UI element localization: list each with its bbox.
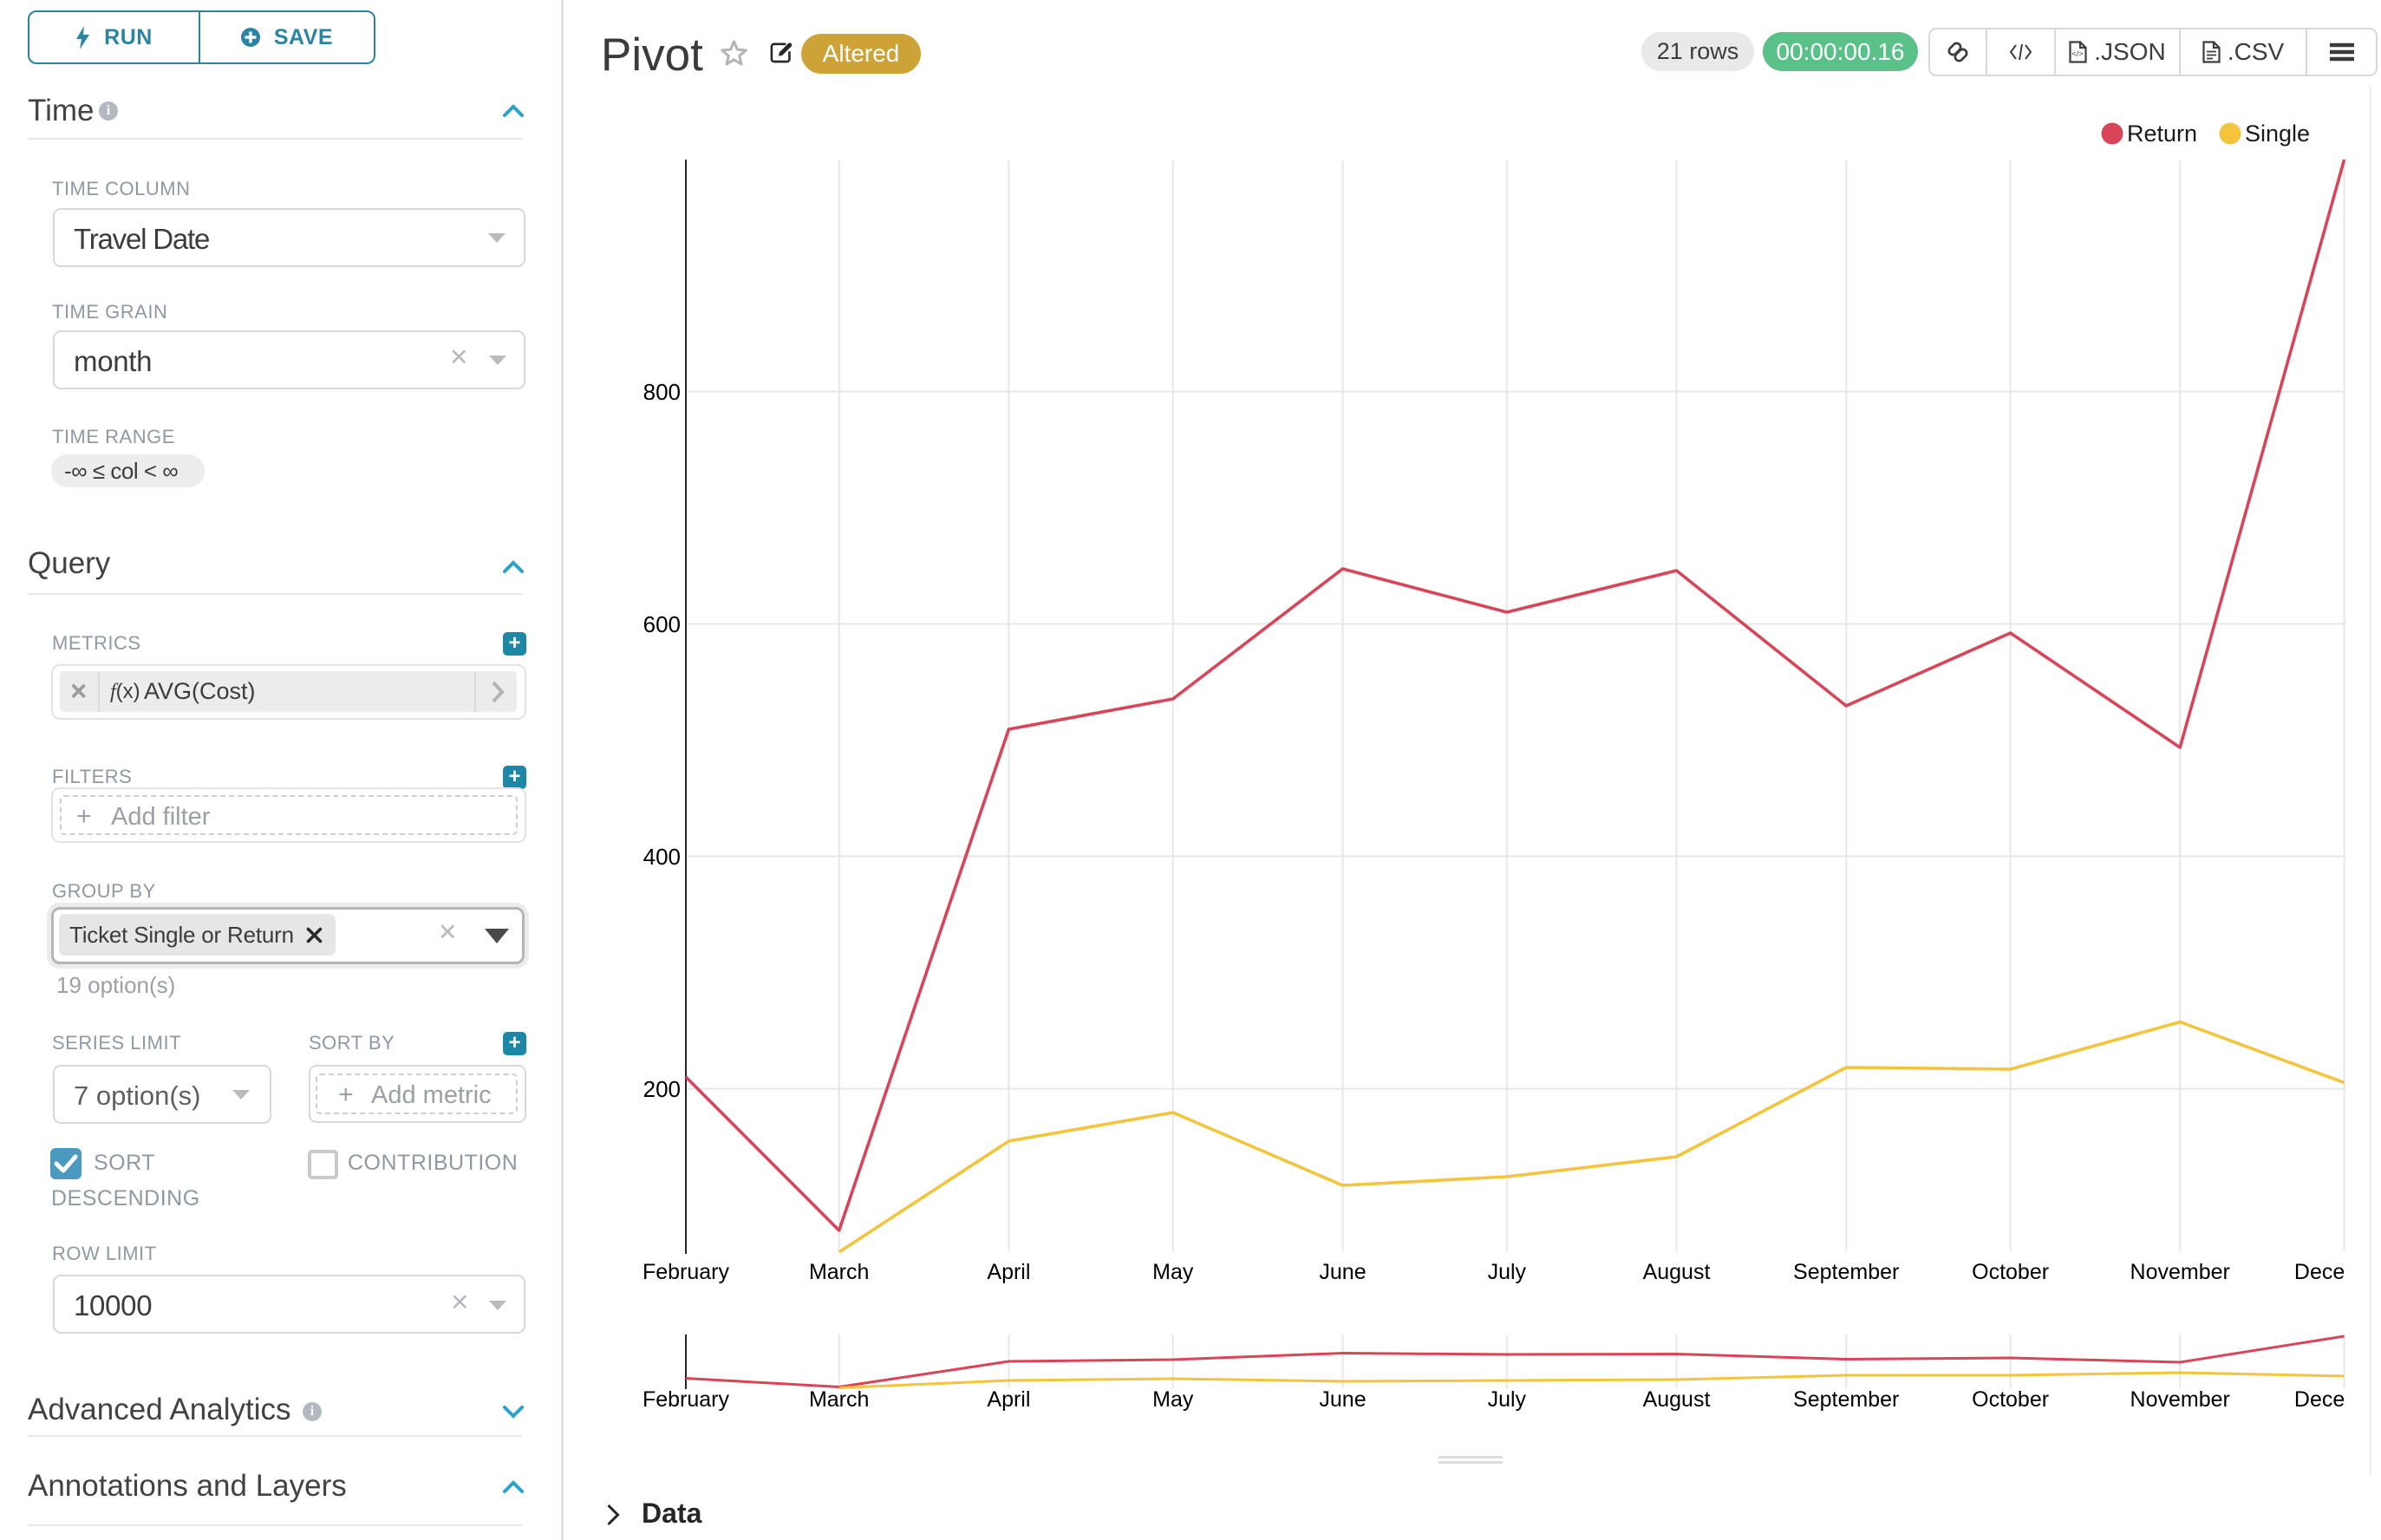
- svg-text:December: December: [2294, 1260, 2346, 1284]
- svg-text:Return: Return: [2127, 121, 2197, 147]
- svg-text:February: February: [643, 1387, 730, 1412]
- svg-text:</>: </>: [2072, 49, 2084, 58]
- svg-text:September: September: [1793, 1260, 1899, 1284]
- svg-text:March: March: [809, 1260, 869, 1284]
- svg-text:400: 400: [643, 844, 681, 870]
- svg-text:Single: Single: [2245, 121, 2310, 147]
- svg-text:April: April: [987, 1387, 1030, 1412]
- svg-text:November: November: [2130, 1260, 2230, 1284]
- svg-text:October: October: [1972, 1260, 2049, 1284]
- svg-text:July: July: [1488, 1387, 1527, 1412]
- svg-text:600: 600: [643, 611, 681, 637]
- svg-text:200: 200: [643, 1076, 681, 1102]
- svg-text:May: May: [1152, 1260, 1194, 1284]
- svg-text:March: March: [809, 1387, 869, 1412]
- svg-text:August: August: [1643, 1387, 1711, 1412]
- svg-text:July: July: [1488, 1260, 1527, 1284]
- svg-text:June: June: [1319, 1260, 1366, 1284]
- svg-text:June: June: [1319, 1387, 1366, 1412]
- svg-text:September: September: [1793, 1387, 1899, 1412]
- svg-text:October: October: [1972, 1387, 2049, 1412]
- svg-text:May: May: [1152, 1387, 1194, 1412]
- svg-text:November: November: [2130, 1387, 2230, 1412]
- svg-text:800: 800: [643, 379, 681, 405]
- svg-text:December: December: [2294, 1387, 2346, 1412]
- svg-text:August: August: [1643, 1260, 1711, 1284]
- svg-text:April: April: [987, 1260, 1030, 1284]
- svg-text:February: February: [643, 1260, 730, 1284]
